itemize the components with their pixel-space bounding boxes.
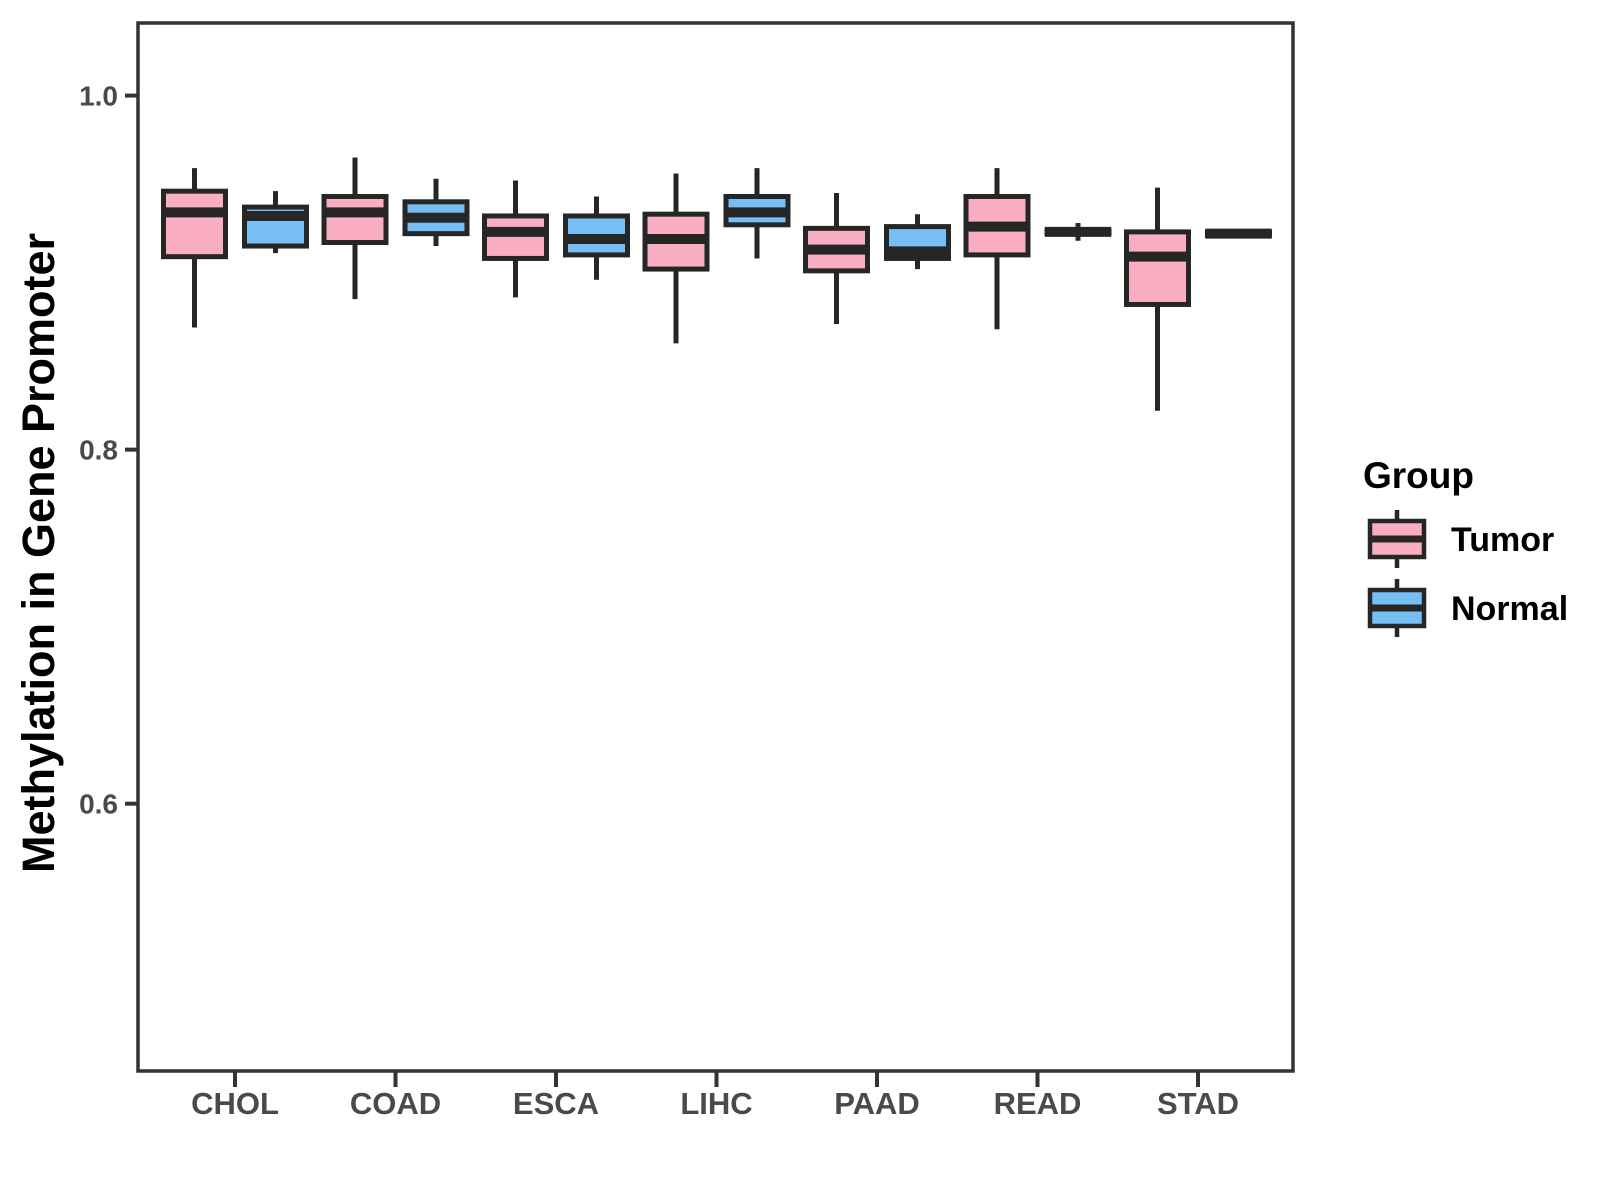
iqr-box <box>161 188 228 260</box>
x-tick-label-chol: CHOL <box>191 1086 279 1121</box>
boxes-layer <box>161 157 1272 411</box>
box-coad-normal <box>402 178 470 247</box>
box-esca-tumor <box>482 180 549 298</box>
legend-title: Group <box>1363 455 1474 496</box>
box-paad-tumor <box>803 192 870 324</box>
legend: Group Tumor Normal <box>1363 455 1568 637</box>
y-tick-label: 1.0 <box>79 81 118 112</box>
box-chol-normal <box>242 191 309 254</box>
y-tick-label: 0.8 <box>79 435 118 466</box>
x-tick-label-lihc: LIHC <box>680 1086 752 1121</box>
box-stad-tumor <box>1124 187 1191 411</box>
boxplot-glyph-normal-icon <box>1367 579 1427 637</box>
box-chol-tumor <box>161 168 228 328</box>
legend-label-tumor: Tumor <box>1451 521 1554 559</box>
iqr-box <box>321 193 389 246</box>
box-stad-normal <box>1205 228 1272 239</box>
box-lihc-normal <box>723 168 791 259</box>
box-coad-tumor <box>321 157 389 300</box>
x-tick-label-paad: PAAD <box>834 1086 920 1121</box>
x-tick-label-stad: STAD <box>1157 1086 1239 1121</box>
plot-panel-border <box>136 21 1295 1073</box>
box-lihc-tumor <box>642 173 710 344</box>
x-tick-label-read: READ <box>994 1086 1082 1121</box>
iqr-box <box>482 213 549 261</box>
boxplot-glyph-tumor-icon <box>1367 510 1427 568</box>
legend-item-normal: Normal <box>1367 579 1568 637</box>
x-tick-label-esca: ESCA <box>513 1086 599 1121</box>
x-tick-label-coad: COAD <box>350 1086 441 1121</box>
box-esca-normal <box>563 196 630 280</box>
box-read-tumor <box>963 168 1031 330</box>
x-axis: CHOL COAD ESCA LIHC PAAD READ STAD <box>191 1071 1239 1121</box>
legend-item-tumor: Tumor <box>1367 510 1554 568</box>
iqr-box <box>1124 229 1191 307</box>
y-axis: 1.0 0.8 0.6 Methylation in Gene Promoter <box>13 81 138 873</box>
y-tick-label: 0.6 <box>79 789 118 820</box>
y-axis-title: Methylation in Gene Promoter <box>13 233 64 873</box>
box-paad-normal <box>884 214 951 270</box>
legend-label-normal: Normal <box>1451 590 1568 628</box>
box-read-normal <box>1044 223 1112 241</box>
